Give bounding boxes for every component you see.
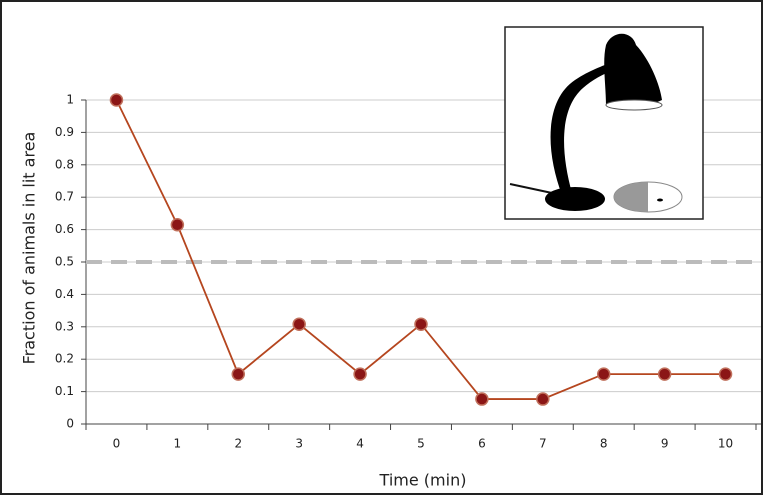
x-tick-label: 1	[174, 437, 182, 451]
data-point	[598, 368, 610, 380]
x-tick-label: 8	[600, 437, 608, 451]
y-axis-title: Fraction of animals in lit area	[20, 132, 39, 365]
x-tick-label: 6	[478, 437, 486, 451]
y-tick-label: 0.5	[55, 255, 74, 269]
lamp-base	[545, 187, 605, 211]
data-point	[110, 94, 122, 106]
y-tick-label: 0.3	[55, 319, 74, 333]
x-tick-label: 10	[718, 437, 733, 451]
data-point	[171, 219, 183, 231]
data-point	[415, 318, 427, 330]
y-tick-label: 0.1	[55, 384, 74, 398]
y-tick-label: 1	[66, 93, 74, 107]
x-tick-label: 9	[661, 437, 669, 451]
data-point	[476, 393, 488, 405]
animal	[657, 199, 663, 202]
lamp-bulb-rim	[606, 100, 662, 110]
data-point	[232, 368, 244, 380]
data-point	[720, 368, 732, 380]
y-tick-label: 0	[66, 417, 74, 431]
data-point	[537, 393, 549, 405]
y-tick-label: 0.8	[55, 157, 74, 171]
x-tick-label: 3	[295, 437, 303, 451]
x-tick-label: 0	[113, 437, 121, 451]
x-axis-title: Time (min)	[379, 471, 467, 490]
chart: 00.10.20.30.40.50.60.70.80.9101234567891…	[0, 0, 763, 495]
data-point	[354, 368, 366, 380]
y-tick-label: 0.2	[55, 352, 74, 366]
y-tick-label: 0.4	[55, 287, 74, 301]
x-tick-label: 7	[539, 437, 547, 451]
data-point	[659, 368, 671, 380]
x-tick-label: 4	[356, 437, 364, 451]
x-tick-label: 2	[234, 437, 242, 451]
data-point	[293, 318, 305, 330]
y-tick-label: 0.9	[55, 125, 74, 139]
y-tick-label: 0.6	[55, 222, 74, 236]
x-tick-label: 5	[417, 437, 425, 451]
inset-illustration	[505, 27, 703, 219]
y-tick-label: 0.7	[55, 190, 74, 204]
